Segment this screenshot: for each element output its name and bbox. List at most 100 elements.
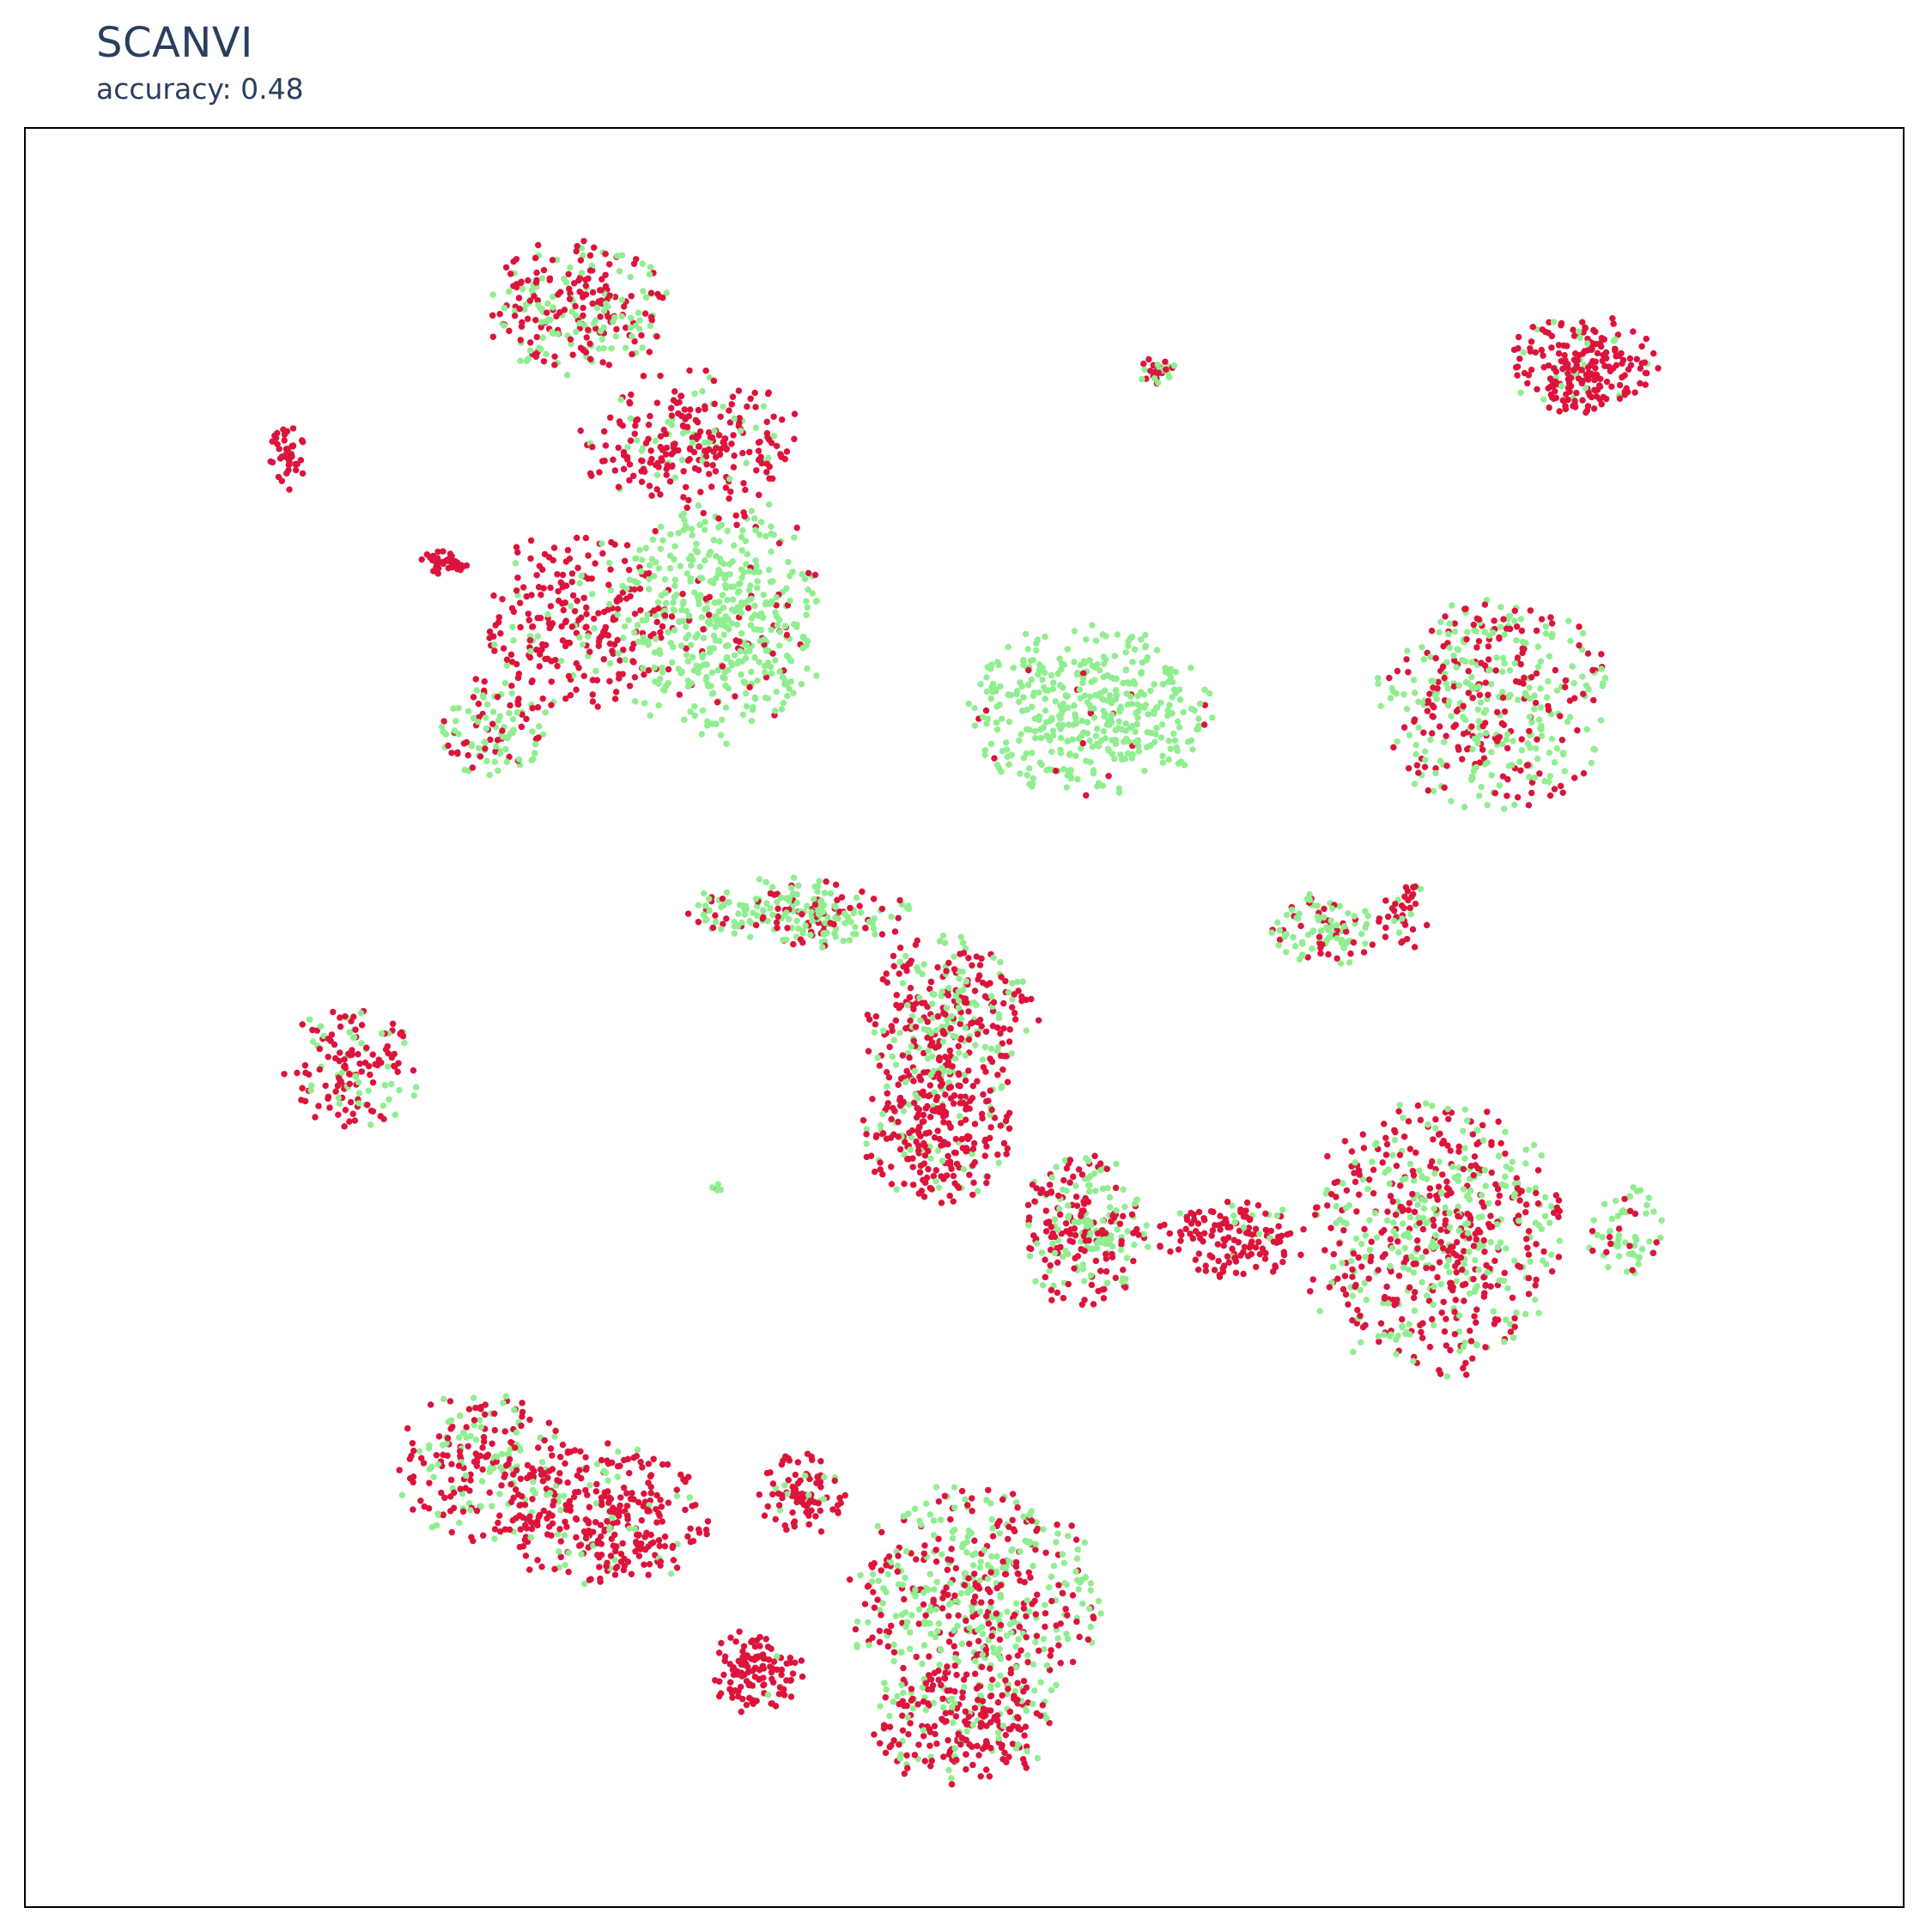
point-red: [1548, 332, 1556, 340]
point-green: [685, 612, 693, 619]
point-red: [1351, 1170, 1358, 1176]
point-red: [1028, 995, 1035, 1003]
point-green: [696, 600, 702, 608]
point-red: [1317, 950, 1324, 957]
point-red: [606, 292, 613, 299]
point-green: [554, 331, 562, 337]
point-green: [663, 289, 671, 296]
point-green: [1358, 930, 1365, 938]
point-green: [1387, 695, 1394, 702]
point-green: [1057, 750, 1065, 756]
point-red: [1603, 1249, 1610, 1255]
point-green: [1475, 683, 1482, 690]
point-red: [1524, 1244, 1531, 1251]
point-green: [1429, 1103, 1436, 1109]
point-red: [657, 433, 665, 440]
point-red: [1496, 733, 1504, 741]
point-red: [1616, 352, 1623, 360]
point-green: [1158, 720, 1166, 728]
point-red: [1379, 1159, 1386, 1166]
point-red: [369, 1051, 376, 1058]
point-red: [481, 1411, 489, 1419]
point-green: [1065, 1202, 1072, 1209]
point-green: [452, 718, 459, 725]
point-red: [945, 1084, 953, 1091]
point-red: [1239, 1207, 1246, 1215]
point-red: [856, 902, 863, 909]
point-green: [1170, 362, 1178, 369]
point-red: [1202, 1267, 1210, 1274]
point-red: [1450, 683, 1458, 690]
point-red: [609, 647, 616, 654]
point-red: [426, 1479, 433, 1486]
point-green: [622, 656, 629, 664]
point-red: [1217, 1226, 1224, 1233]
point-green: [1358, 1241, 1365, 1248]
point-red: [973, 953, 981, 960]
point-red: [768, 440, 775, 447]
point-red: [1596, 375, 1604, 383]
point-green: [731, 652, 738, 659]
point-red: [1072, 1255, 1078, 1261]
point-green: [1024, 681, 1032, 689]
point-green: [1096, 690, 1103, 697]
point-red: [1487, 1212, 1494, 1219]
point-green: [1106, 1204, 1114, 1211]
point-red: [600, 428, 608, 435]
point-red: [1570, 367, 1577, 374]
point-green: [768, 530, 775, 538]
point-red: [650, 607, 658, 614]
point-green: [1369, 1158, 1376, 1165]
point-green: [809, 590, 816, 597]
point-red: [1006, 1026, 1013, 1033]
point-red: [783, 631, 791, 639]
point-red: [292, 460, 299, 468]
point-green: [1551, 759, 1558, 766]
point-red: [663, 465, 670, 472]
point-green: [1366, 1246, 1374, 1254]
point-red: [892, 1017, 900, 1024]
point-green: [1095, 780, 1103, 787]
point-green: [619, 582, 626, 590]
point-green: [335, 1094, 342, 1102]
point-red: [1552, 1192, 1560, 1199]
point-green: [634, 437, 641, 444]
point-red: [1415, 769, 1422, 776]
point-red: [770, 413, 777, 421]
point-green: [1290, 933, 1297, 941]
point-green: [1351, 913, 1358, 920]
point-red: [1202, 1262, 1209, 1269]
point-green: [1089, 622, 1096, 629]
point-green: [1123, 690, 1130, 697]
point-red: [628, 391, 635, 398]
point-red: [532, 317, 539, 324]
cluster-2: [577, 367, 799, 511]
point-red: [1406, 1284, 1413, 1291]
point-red: [493, 1458, 501, 1465]
point-red: [752, 404, 759, 410]
point-green: [1537, 658, 1545, 665]
point-green: [1023, 750, 1030, 757]
point-red: [646, 483, 653, 489]
point-red: [1200, 1230, 1208, 1237]
point-green: [984, 664, 991, 671]
point-red: [1590, 326, 1597, 334]
point-red: [1362, 1321, 1369, 1328]
point-red: [1401, 921, 1409, 928]
point-green: [812, 598, 820, 605]
point-green: [1091, 1188, 1099, 1194]
point-green: [1466, 1249, 1473, 1255]
point-green: [671, 593, 678, 601]
point-green: [1115, 725, 1122, 732]
point-red: [1453, 708, 1461, 715]
point-green: [1112, 687, 1120, 694]
point-green: [381, 1082, 389, 1089]
point-green: [1084, 730, 1091, 737]
point-red: [1462, 1359, 1469, 1367]
point-green: [957, 933, 965, 940]
point-green: [752, 896, 760, 902]
point-green: [743, 561, 750, 568]
point-green: [598, 336, 606, 343]
point-green: [756, 568, 762, 575]
point-red: [1400, 1260, 1407, 1267]
